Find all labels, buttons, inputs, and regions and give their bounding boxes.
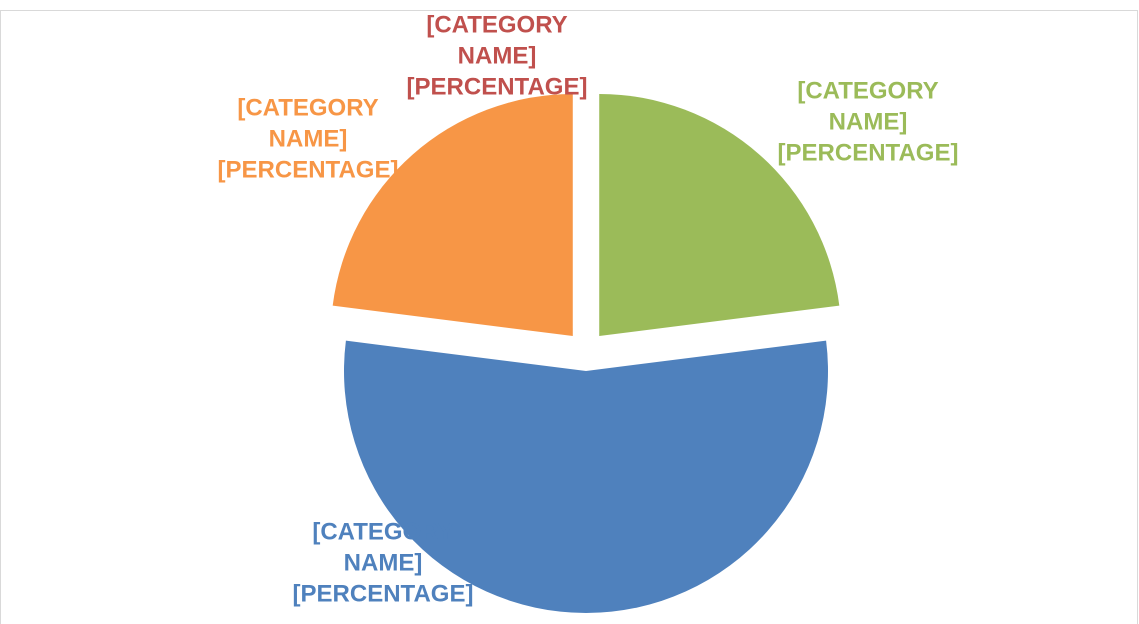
data-label: [CATEGORY NAME] [PERCENTAGE] bbox=[768, 76, 968, 169]
category-label: [CATEGORY NAME] bbox=[426, 11, 568, 70]
category-label: [CATEGORY NAME] bbox=[797, 77, 939, 136]
percentage-label: [PERCENTAGE] bbox=[406, 73, 588, 101]
category-label: [CATEGORY NAME] bbox=[312, 518, 454, 577]
data-label: [CATEGORY NAME] [PERCENTAGE] bbox=[397, 10, 597, 103]
category-label: [CATEGORY NAME] bbox=[237, 94, 379, 153]
data-label: [CATEGORY NAME] [PERCENTAGE] bbox=[208, 93, 408, 186]
chart-border bbox=[0, 10, 1138, 624]
percentage-label: [PERCENTAGE] bbox=[777, 139, 959, 167]
percentage-label: [PERCENTAGE] bbox=[292, 580, 474, 608]
pie-slice bbox=[599, 93, 840, 336]
pie-slice bbox=[332, 93, 573, 336]
pie-slice bbox=[343, 340, 828, 613]
data-label: [CATEGORY NAME] [PERCENTAGE] bbox=[283, 517, 483, 610]
percentage-label: [PERCENTAGE] bbox=[217, 156, 399, 184]
